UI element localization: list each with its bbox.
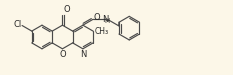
Text: N: N [80, 50, 86, 59]
Text: N: N [102, 15, 108, 24]
Text: O: O [94, 13, 100, 22]
Text: O: O [64, 5, 71, 14]
Text: H: H [105, 18, 110, 24]
Text: O: O [59, 50, 66, 59]
Text: Cl: Cl [13, 20, 22, 29]
Text: CH₃: CH₃ [95, 27, 109, 36]
